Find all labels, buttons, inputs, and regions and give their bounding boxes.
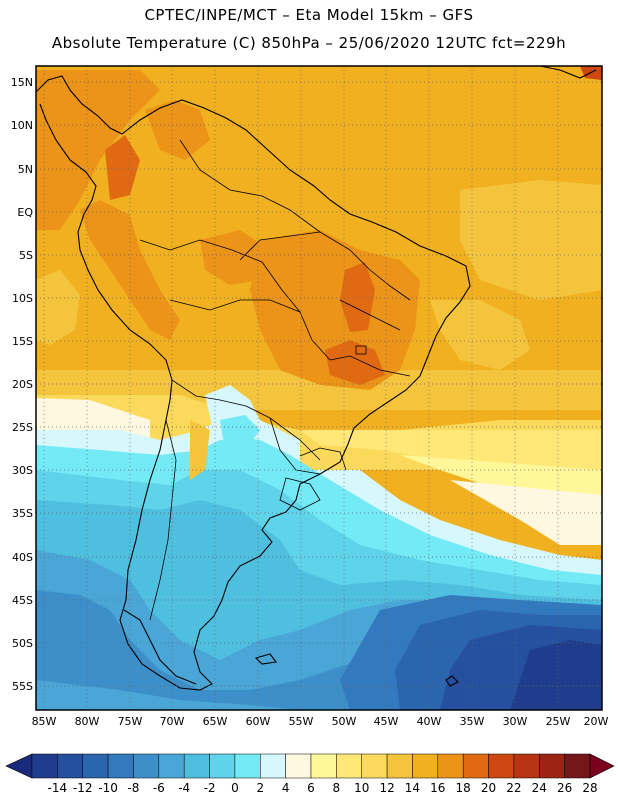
map-title-line1: CPTEC/INPE/MCT – Eta Model 15km – GFS [144, 6, 474, 24]
colorbar-label: -14 [48, 781, 68, 795]
lon-label: 60W [246, 715, 271, 728]
lat-lon-grid [36, 66, 602, 710]
colorbar-swatch [488, 753, 515, 779]
colorbar-swatch [31, 753, 58, 779]
lat-label: 45S [12, 594, 33, 607]
lat-label: 25S [12, 421, 33, 434]
lon-label: 25W [546, 715, 571, 728]
colorbar-label: 10 [354, 781, 369, 795]
lat-label: 10N [11, 119, 33, 132]
colorbar-swatch [107, 753, 134, 779]
colorbar-label: -8 [127, 781, 139, 795]
colorbar-swatch [310, 753, 337, 779]
colorbar-swatch [133, 753, 160, 779]
country-borders [139, 139, 411, 621]
lat-label: 35S [12, 507, 33, 520]
lon-label: 80W [75, 715, 100, 728]
colorbar-low-arrow [5, 753, 33, 779]
coastline [36, 66, 597, 691]
lon-label: 45W [374, 715, 399, 728]
colorbar: -14 -12 -10 -8 -6 -4 -2 0 2 4 6 8 10 12 14 16 18 20 22 24 26… [5, 753, 615, 795]
colorbar-label: 24 [532, 781, 547, 795]
lon-label: 50W [332, 715, 357, 728]
lat-label: 50S [12, 637, 33, 650]
lon-label: 70W [160, 715, 185, 728]
lon-label: 20W [584, 715, 609, 728]
lon-label: 55W [289, 715, 314, 728]
lat-label: 5N [18, 163, 33, 176]
colorbar-swatch [82, 753, 109, 779]
colorbar-swatch [209, 753, 236, 779]
colorbar-swatch [513, 753, 540, 779]
lat-label: 5S [19, 249, 33, 262]
colorbar-swatch [386, 753, 413, 779]
colorbar-label: 2 [256, 781, 264, 795]
colorbar-swatch [412, 753, 439, 779]
colorbar-label: 12 [379, 781, 394, 795]
colorbar-label: 18 [456, 781, 471, 795]
map-title-line2: Absolute Temperature (C) 850hPa – 25/06/… [51, 34, 567, 52]
lat-label: 55S [12, 680, 33, 693]
colorbar-label: -4 [178, 781, 190, 795]
map-frame [35, 65, 603, 711]
colorbar-swatch [158, 753, 185, 779]
lon-label: 35W [460, 715, 485, 728]
longitude-labels: 85W 80W 75W 70W 65W 60W 55W 50W 45W 40W … [32, 715, 609, 728]
colorbar-label: 16 [430, 781, 445, 795]
lon-label: 30W [503, 715, 528, 728]
colorbar-swatch [437, 753, 464, 779]
colorbar-label: 26 [557, 781, 572, 795]
colorbar-swatch [336, 753, 362, 779]
lon-label: 65W [203, 715, 228, 728]
colorbar-swatch [462, 753, 489, 779]
lat-label: 15N [11, 76, 33, 89]
lon-label: 85W [32, 715, 57, 728]
colorbar-label: 20 [481, 781, 496, 795]
lat-label: 15S [12, 335, 33, 348]
latitude-labels: 15N 10N 5N EQ 5S 10S 15S 20S 25S 30S 35S… [11, 76, 34, 693]
colorbar-swatch [539, 753, 565, 779]
colorbar-label: 14 [405, 781, 420, 795]
colorbar-label: 8 [333, 781, 341, 795]
lon-label: 40W [417, 715, 442, 728]
lat-label: 10S [12, 292, 33, 305]
colorbar-swatch [285, 753, 312, 779]
colorbar-label: 22 [506, 781, 521, 795]
colorbar-swatch [57, 753, 83, 779]
colorbar-label: -6 [153, 781, 165, 795]
colorbar-label: 6 [307, 781, 315, 795]
colorbar-swatch [183, 753, 210, 779]
colorbar-swatch [361, 753, 388, 779]
lat-label: EQ [17, 206, 33, 219]
lon-label: 75W [118, 715, 143, 728]
colorbar-swatch [234, 753, 261, 779]
colorbar-label: -12 [73, 781, 93, 795]
colorbar-label: 4 [282, 781, 290, 795]
colorbar-label: -10 [98, 781, 118, 795]
colorbar-label: 0 [231, 781, 239, 795]
colorbar-label: 28 [582, 781, 597, 795]
lat-label: 40S [12, 551, 33, 564]
colorbar-label: -2 [204, 781, 216, 795]
colorbar-swatch [260, 753, 286, 779]
colorbar-high-arrow [589, 753, 615, 779]
lat-label: 20S [12, 378, 33, 391]
temperature-field [36, 66, 602, 710]
lat-label: 30S [12, 464, 33, 477]
colorbar-swatch [564, 753, 591, 779]
